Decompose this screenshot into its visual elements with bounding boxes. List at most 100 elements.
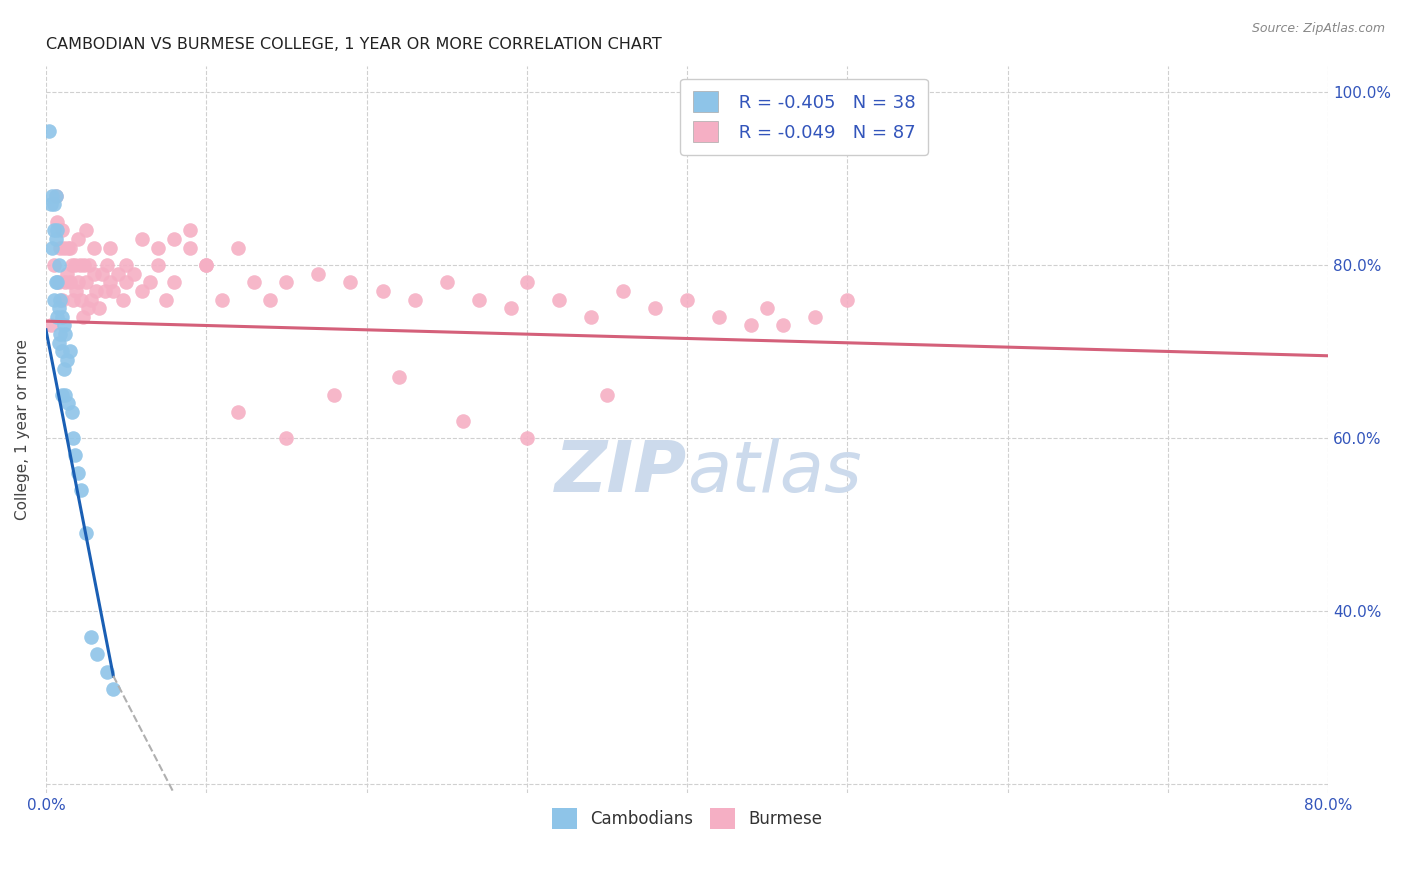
Point <box>62 293 84 307</box>
Point <box>98 241 121 255</box>
Point <box>226 241 249 255</box>
Point <box>63 258 86 272</box>
Point <box>115 275 138 289</box>
Y-axis label: College, 1 year or more: College, 1 year or more <box>15 339 30 520</box>
Point <box>676 293 699 307</box>
Point <box>339 275 361 289</box>
Point <box>243 275 266 289</box>
Point <box>75 275 97 289</box>
Point <box>45 188 67 202</box>
Point <box>59 344 82 359</box>
Point <box>163 232 186 246</box>
Point <box>740 318 762 333</box>
Point <box>96 665 118 679</box>
Point <box>41 188 63 202</box>
Point <box>211 293 233 307</box>
Point <box>772 318 794 333</box>
Point <box>115 258 138 272</box>
Point <box>103 681 125 696</box>
Point <box>837 293 859 307</box>
Point <box>53 275 76 289</box>
Text: atlas: atlas <box>688 438 862 508</box>
Point <box>51 344 73 359</box>
Point <box>111 293 134 307</box>
Point <box>276 275 298 289</box>
Point <box>195 258 218 272</box>
Point <box>91 267 114 281</box>
Point <box>42 293 65 307</box>
Point <box>48 258 70 272</box>
Point <box>60 258 83 272</box>
Point <box>66 466 89 480</box>
Point <box>77 258 100 272</box>
Point <box>84 284 107 298</box>
Point <box>612 284 634 298</box>
Point <box>75 223 97 237</box>
Point <box>70 293 93 307</box>
Point <box>39 197 62 211</box>
Point <box>122 267 145 281</box>
Point <box>45 188 67 202</box>
Point <box>131 284 153 298</box>
Point <box>107 267 129 281</box>
Point <box>58 241 80 255</box>
Point <box>52 318 75 333</box>
Point <box>146 241 169 255</box>
Point <box>371 284 394 298</box>
Point <box>51 310 73 324</box>
Point <box>60 405 83 419</box>
Point <box>516 275 538 289</box>
Point <box>467 293 489 307</box>
Point <box>83 241 105 255</box>
Point <box>80 293 103 307</box>
Point <box>42 258 65 272</box>
Point <box>46 223 69 237</box>
Point <box>63 448 86 462</box>
Point <box>259 293 281 307</box>
Point <box>53 387 76 401</box>
Text: Source: ZipAtlas.com: Source: ZipAtlas.com <box>1251 22 1385 36</box>
Point <box>49 327 72 342</box>
Point <box>139 275 162 289</box>
Point <box>53 327 76 342</box>
Point <box>73 258 96 272</box>
Point <box>69 258 91 272</box>
Point <box>804 310 827 324</box>
Point <box>49 241 72 255</box>
Point <box>56 353 79 368</box>
Point <box>98 275 121 289</box>
Point <box>163 275 186 289</box>
Point <box>404 293 426 307</box>
Point <box>48 275 70 289</box>
Point <box>48 335 70 350</box>
Point <box>51 387 73 401</box>
Point <box>155 293 177 307</box>
Point <box>65 284 87 298</box>
Point <box>96 258 118 272</box>
Point <box>499 301 522 316</box>
Point <box>83 267 105 281</box>
Point <box>323 387 346 401</box>
Point <box>756 301 779 316</box>
Point <box>579 310 602 324</box>
Point <box>179 241 201 255</box>
Point <box>72 310 94 324</box>
Point <box>58 396 80 410</box>
Point <box>42 197 65 211</box>
Point <box>86 647 108 661</box>
Point <box>76 301 98 316</box>
Point <box>596 387 619 401</box>
Point <box>41 241 63 255</box>
Point <box>276 431 298 445</box>
Text: ZIP: ZIP <box>555 438 688 508</box>
Point <box>707 310 730 324</box>
Point <box>62 431 84 445</box>
Point <box>80 630 103 644</box>
Point <box>131 232 153 246</box>
Point <box>59 241 82 255</box>
Point <box>547 293 569 307</box>
Point <box>103 284 125 298</box>
Point <box>52 361 75 376</box>
Point <box>45 275 67 289</box>
Point <box>387 370 409 384</box>
